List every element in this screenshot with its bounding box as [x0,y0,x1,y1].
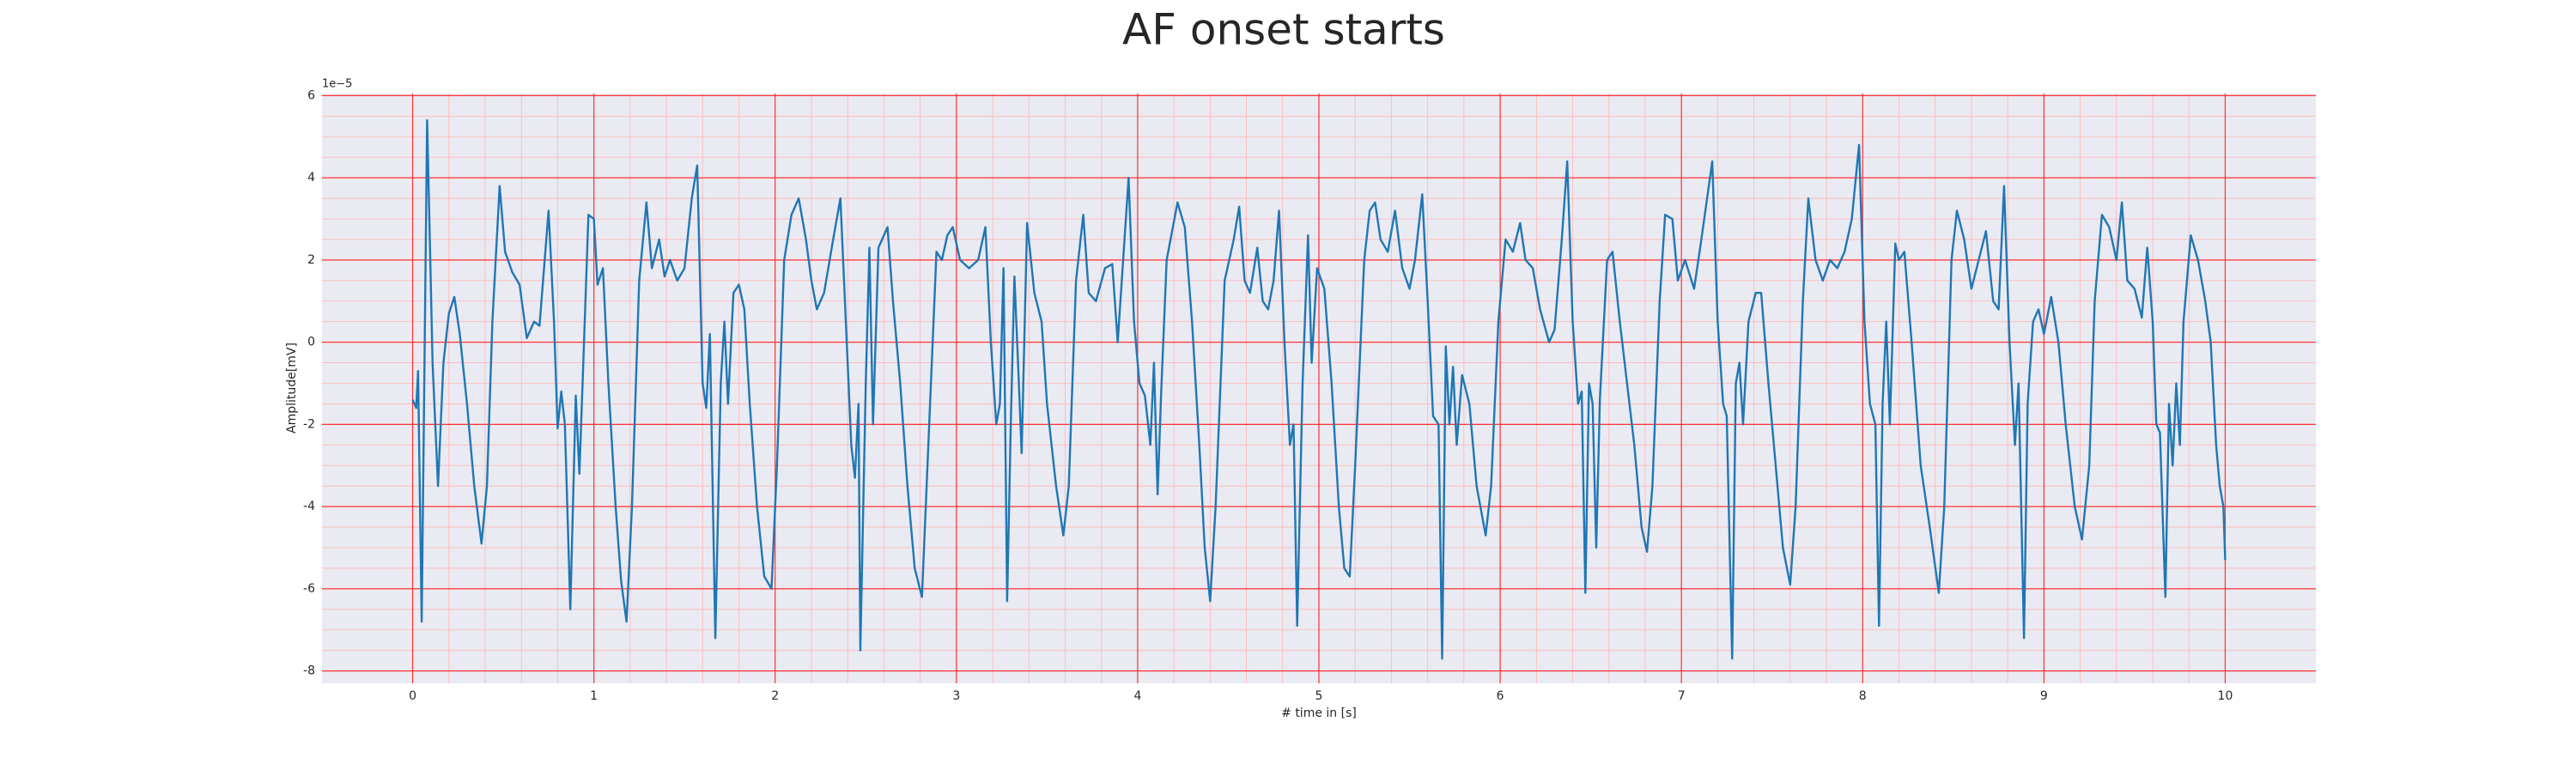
x-axis-label: # time in [s] [1281,706,1357,720]
x-tick-label: 2 [771,689,779,703]
signal-line [411,118,2227,660]
y-tick-label: 6 [307,88,315,102]
x-tick-label: 7 [1678,689,1686,703]
chart-title: AF onset starts [1122,5,1445,55]
y-offset-label: 1e−5 [322,78,352,91]
x-tick-label: 1 [590,689,598,703]
x-tick-label: 0 [409,689,416,703]
y-tick-label: 4 [307,171,315,185]
y-axis-label: Amplitude[mV] [285,343,299,433]
y-tick-label: 2 [307,253,315,267]
x-tick-label: 4 [1133,689,1141,703]
y-tick-label: -8 [303,664,315,678]
y-tick-label: -6 [303,582,315,596]
y-tick-label: -4 [303,500,315,513]
marks [411,118,2227,660]
x-tick-label: 10 [2218,689,2233,703]
x-tick-label: 9 [2040,689,2048,703]
y-tick-label: 0 [307,336,315,349]
x-tick-label: 5 [1315,689,1323,703]
x-tick-label: 3 [952,689,960,703]
y-tick-label: -2 [303,417,315,431]
grid [322,94,2316,683]
x-tick-label: 6 [1497,689,1504,703]
x-tick-label: 8 [1859,689,1867,703]
